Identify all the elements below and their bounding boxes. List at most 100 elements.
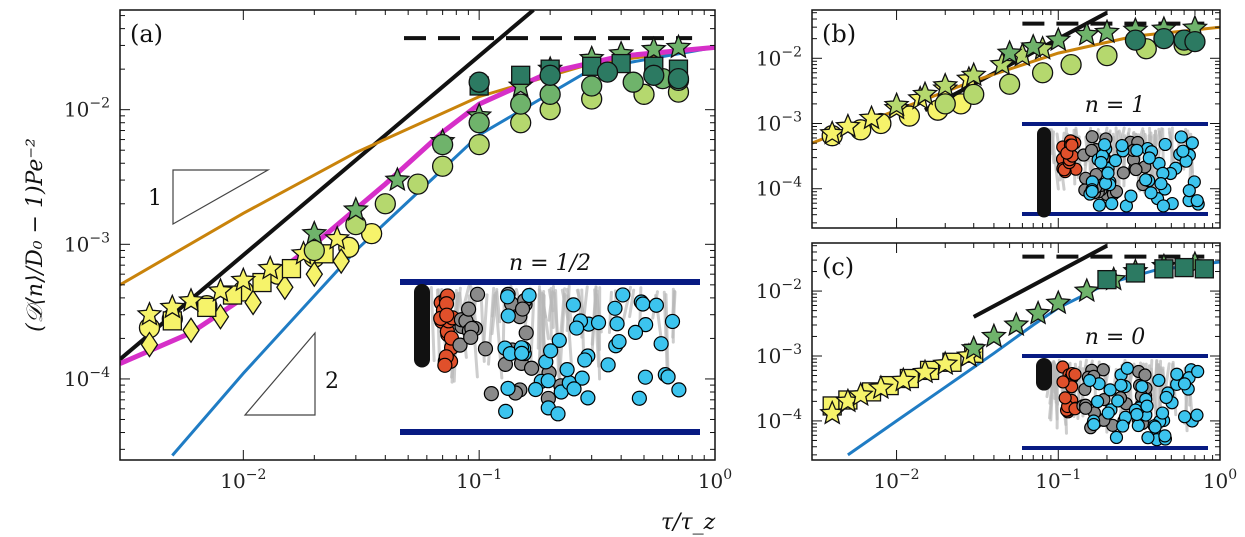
inset-cyan-particle xyxy=(543,343,559,359)
data-point-circle xyxy=(643,64,665,86)
data-point-circle xyxy=(1031,62,1054,84)
inset-gray-particle xyxy=(1085,130,1099,144)
inset-cyan-particle xyxy=(1108,153,1123,168)
data-point-circle xyxy=(539,64,561,86)
data-point-star xyxy=(342,196,369,222)
inset-gray-particle xyxy=(460,301,477,317)
inset-label: n = 1/2 xyxy=(509,251,591,276)
data-point-star xyxy=(384,166,411,192)
inset-cyan-particle xyxy=(580,390,596,406)
data-point-circle xyxy=(539,83,561,105)
data-point-diamond xyxy=(305,261,324,288)
inset-cyan-particle xyxy=(551,332,567,348)
inset-cyan-particle xyxy=(521,287,537,304)
panel-label: (b) xyxy=(822,20,856,48)
data-point-star xyxy=(996,39,1023,65)
inset-trace xyxy=(490,294,496,318)
y-tick-label: 10−2 xyxy=(64,96,110,122)
inset-cyan-particle xyxy=(1139,173,1153,187)
data-point-circle xyxy=(510,93,532,115)
data-point-diamond xyxy=(244,289,262,316)
data-point-circle xyxy=(1124,29,1147,51)
inset-cyan-particle xyxy=(653,336,669,352)
inset-cyan-particle xyxy=(577,352,593,368)
data-point-circle xyxy=(374,193,396,215)
inset-cyan-particle xyxy=(1191,364,1205,379)
data-point-circle xyxy=(622,71,644,93)
data-point-circle xyxy=(963,83,985,105)
inset-cyan-particle xyxy=(611,333,627,350)
slope-label-2: 2 xyxy=(325,369,339,394)
y-tick-label: 10−2 xyxy=(756,277,802,303)
panel-a: 10−2 10−1 100 10−4 10−3 10−2 (a) n = 1/2 1 2 xyxy=(64,9,732,493)
inset-gray-particle xyxy=(523,360,540,376)
plot-area xyxy=(120,10,715,457)
data-point-diamond xyxy=(332,247,350,275)
inset-cyan-particle xyxy=(631,390,647,406)
inset-red-particle xyxy=(1058,391,1072,405)
inset-cyan-particle xyxy=(1111,394,1125,408)
data-point-diamond xyxy=(140,331,159,358)
inset-cyan-particle xyxy=(627,324,644,340)
inset-red-particle xyxy=(439,307,455,323)
slope-triangle-2 xyxy=(243,331,316,416)
data-point-star xyxy=(1025,299,1052,325)
inset-cyan-particle xyxy=(1092,198,1107,212)
inset-cyan-particle xyxy=(500,380,516,396)
inset-cyan-particle xyxy=(1170,367,1184,381)
inset-cyan-particle xyxy=(499,289,516,305)
data-point-star xyxy=(911,358,939,384)
data-point-circle xyxy=(1153,28,1175,50)
data-point-circle xyxy=(596,61,619,83)
x-tick-label: 10−1 xyxy=(456,467,502,493)
inset-cyan-particle xyxy=(638,317,654,333)
inset-cyan-particle xyxy=(1101,166,1115,180)
data-point-star xyxy=(177,287,205,312)
inset-cyan-particle xyxy=(609,316,625,332)
data-point-circle xyxy=(360,222,383,245)
data-point-circle xyxy=(581,75,603,97)
data-point-circle xyxy=(1060,53,1082,76)
inset-cyan-particle xyxy=(528,381,544,398)
inset-red-particle xyxy=(1056,375,1070,389)
data-point-star xyxy=(847,381,874,407)
data-point-square xyxy=(511,65,531,85)
data-point-star xyxy=(883,91,910,117)
inset-cyan-particle xyxy=(1114,378,1128,392)
x-tick-label: 100 xyxy=(1203,467,1237,493)
inset xyxy=(1022,354,1208,450)
inset-cyan-particle xyxy=(1159,390,1173,405)
slope-label-1: 1 xyxy=(148,186,162,211)
inset-cyan-particle xyxy=(1105,197,1119,211)
y-tick-label: 10−3 xyxy=(756,110,802,136)
inset-cyan-particle xyxy=(1144,186,1158,200)
inset-cyan-particle xyxy=(1085,184,1099,198)
data-point-circle xyxy=(998,73,1021,95)
y-tick-label: 10−4 xyxy=(64,365,110,391)
data-point-star xyxy=(301,219,328,245)
inset-cyan-particle xyxy=(600,357,616,373)
inset-gray-particle xyxy=(1079,401,1093,415)
inset-cyan-particle xyxy=(514,345,530,361)
data-point-star xyxy=(960,334,987,360)
inset-label: n = 1 xyxy=(1085,93,1146,118)
inset-cyan-particle xyxy=(1178,410,1192,424)
data-point-star xyxy=(960,61,987,87)
inset-cyan-particle xyxy=(1130,143,1144,157)
inset-trace xyxy=(662,290,669,373)
data-point-star xyxy=(819,119,846,145)
inset-cyan-particle xyxy=(1155,406,1170,420)
inset-cyan-particle xyxy=(635,296,651,312)
series-line-black xyxy=(972,243,1108,319)
inset-cyan-particle xyxy=(1083,373,1097,388)
inset-cyan-particle xyxy=(565,297,582,313)
inset-cyan-particle xyxy=(559,362,575,378)
inset-cyan-particle xyxy=(1097,138,1112,152)
inset-cyan-particle xyxy=(1142,151,1156,165)
inset-gray-particle xyxy=(483,386,499,402)
data-point-star xyxy=(665,33,692,59)
inset-cyan-particle xyxy=(1174,130,1188,144)
inset-gray-particle xyxy=(463,329,479,345)
inset-cyan-particle xyxy=(660,369,676,385)
